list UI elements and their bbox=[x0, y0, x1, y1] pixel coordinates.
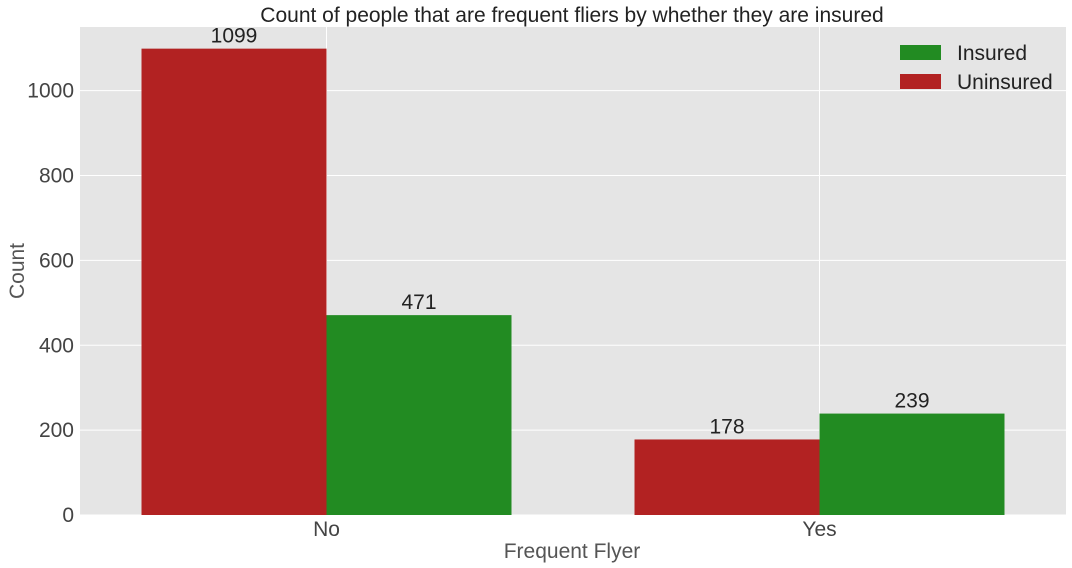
data-labels: 1099 471 178 239 bbox=[211, 25, 930, 439]
legend: Insured Uninsured bbox=[900, 42, 1053, 94]
bar-uninsured-no bbox=[141, 48, 327, 516]
bar-value-label: 239 bbox=[894, 390, 929, 413]
bars bbox=[141, 48, 1005, 516]
y-tick-label: 200 bbox=[39, 419, 74, 442]
legend-swatch-insured bbox=[900, 45, 941, 60]
axis-ticks: 0 200 400 600 800 1000 No Yes bbox=[27, 80, 836, 541]
bar-insured-yes bbox=[819, 413, 1005, 515]
chart-title: Count of people that are frequent fliers… bbox=[260, 4, 883, 27]
legend-label-uninsured: Uninsured bbox=[957, 71, 1053, 94]
legend-label-insured: Insured bbox=[957, 42, 1027, 65]
x-tick-label: Yes bbox=[802, 518, 836, 541]
bar-insured-no bbox=[326, 315, 512, 515]
y-tick-label: 1000 bbox=[27, 80, 74, 103]
bar-value-label: 1099 bbox=[211, 25, 258, 48]
bar-value-label: 178 bbox=[709, 415, 744, 438]
y-tick-label: 0 bbox=[62, 504, 74, 527]
x-tick-label: No bbox=[313, 518, 340, 541]
bar-uninsured-yes bbox=[634, 439, 820, 515]
legend-swatch-uninsured bbox=[900, 74, 941, 89]
x-axis-label: Frequent Flyer bbox=[504, 540, 641, 563]
y-tick-label: 600 bbox=[39, 249, 74, 272]
y-axis-label: Count bbox=[6, 243, 29, 299]
bar-value-label: 471 bbox=[401, 291, 436, 314]
y-tick-label: 800 bbox=[39, 165, 74, 188]
y-tick-label: 400 bbox=[39, 334, 74, 357]
